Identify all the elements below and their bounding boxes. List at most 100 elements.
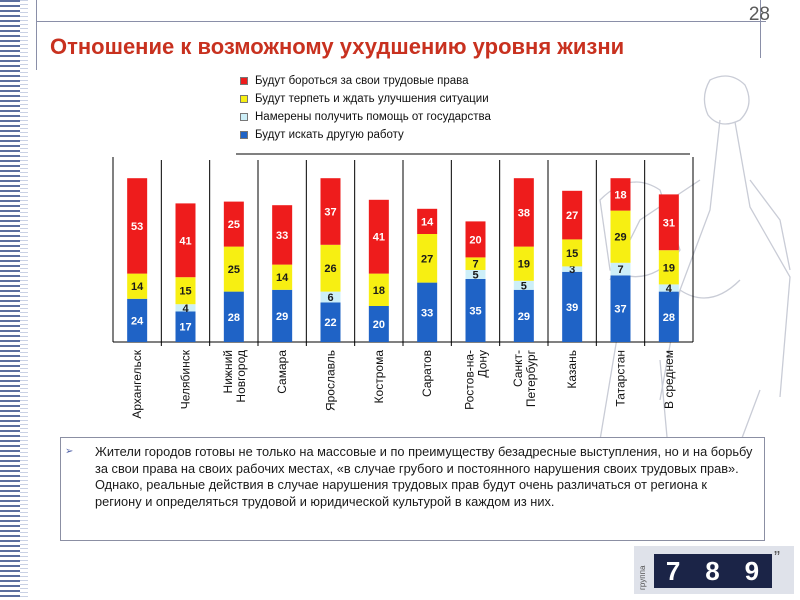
bar-segment	[465, 257, 486, 270]
data-label: 5	[472, 270, 478, 282]
legend-item: Будут терпеть и ждать улучшения ситуации	[240, 90, 491, 108]
bar-segment	[658, 291, 679, 342]
data-label: 14	[131, 281, 144, 293]
category-label: Санкт-Петербург	[511, 349, 538, 407]
category-label-line: Ростов-на-	[463, 350, 477, 410]
data-label: 5	[521, 280, 527, 292]
bar-segment	[562, 271, 583, 342]
data-label: 7	[617, 264, 623, 276]
data-label: 31	[663, 217, 675, 229]
group-789-logo: группа 7 8 9 ”	[634, 546, 794, 594]
category-label: Татарстан	[614, 350, 628, 407]
data-label: 14	[421, 216, 434, 228]
title-divider-horizontal	[36, 21, 766, 22]
legend-label: Будут терпеть и ждать улучшения ситуации	[255, 93, 489, 105]
data-label: 4	[182, 303, 189, 315]
bar-segment	[175, 277, 196, 305]
data-label: 20	[469, 234, 481, 246]
category-label: Челябинск	[179, 349, 193, 409]
bar-segment	[223, 201, 244, 247]
data-label: 20	[373, 319, 385, 331]
legend-swatch	[240, 77, 248, 85]
data-label: 28	[663, 312, 675, 324]
bar-segment	[562, 239, 583, 267]
legend-label: Будут бороться за свои трудовые права	[255, 75, 469, 87]
logo-digit: 9	[744, 555, 761, 586]
data-label: 37	[614, 304, 626, 316]
data-label: 29	[518, 311, 530, 323]
category-label-line: Ярославль	[324, 350, 338, 411]
data-label: 18	[373, 285, 385, 297]
category-label-line: Самара	[275, 350, 289, 394]
category-label: В среднем	[662, 350, 676, 409]
legend-swatch	[240, 131, 248, 139]
logo-digit-box: 7 8 9	[654, 554, 772, 588]
bar-segment	[272, 289, 293, 342]
category-label-line: В среднем	[662, 350, 676, 409]
legend-item: Будут бороться за свои трудовые права	[240, 72, 491, 90]
bar-segment	[658, 284, 679, 292]
bar-segment	[513, 289, 534, 342]
data-label: 17	[179, 322, 191, 334]
data-label: 41	[373, 232, 385, 244]
bar-segment	[562, 190, 583, 240]
data-label: 25	[228, 264, 240, 276]
data-label: 27	[421, 253, 433, 265]
bar-segment	[127, 178, 148, 274]
caption-bullet-icon: ➢	[65, 446, 74, 457]
category-label: Ростов-на-Дону	[463, 350, 490, 410]
data-label: 35	[469, 306, 481, 318]
legend-label: Намерены получить помощь от государства	[255, 111, 491, 123]
category-label: Кострома	[372, 350, 386, 404]
legend-item: Намерены получить помощь от государства	[240, 108, 491, 126]
data-label: 27	[566, 210, 578, 222]
bar-segment	[175, 203, 196, 278]
title-divider-vertical	[36, 0, 37, 70]
data-label: 25	[228, 219, 240, 231]
bar-segment	[417, 208, 438, 234]
bar-segment	[417, 234, 438, 283]
data-label: 29	[276, 311, 288, 323]
bar-segment	[610, 275, 631, 342]
data-label: 19	[518, 259, 530, 271]
bar-segment	[320, 291, 341, 303]
bar-segment	[465, 221, 486, 258]
data-label: 7	[472, 259, 478, 271]
data-label: 6	[327, 292, 333, 304]
category-label: Ярославль	[324, 350, 338, 411]
category-label-line: Петербург	[524, 349, 538, 407]
bar-segment	[465, 279, 486, 342]
bar-segment	[223, 291, 244, 342]
bar-segment	[513, 246, 534, 281]
category-label-line: Казань	[565, 350, 579, 389]
bar-segment	[175, 304, 196, 312]
bar-segment	[368, 273, 389, 306]
logo-digit: 8	[705, 555, 721, 586]
category-label: Самара	[275, 350, 289, 394]
left-decor-stripe-light	[20, 0, 28, 600]
bar-segment	[513, 178, 534, 247]
data-label: 41	[179, 235, 191, 247]
legend-item: Будут искать другую работу	[240, 126, 491, 144]
data-label: 4	[666, 283, 673, 295]
data-label: 15	[566, 248, 578, 260]
data-label: 29	[614, 232, 626, 244]
category-label: Саратов	[420, 350, 434, 397]
category-label: Казань	[565, 350, 579, 389]
data-label: 3	[569, 264, 575, 276]
bar-segment	[272, 264, 293, 290]
page-number: 28	[748, 4, 770, 25]
category-label-line: Новгород	[234, 350, 248, 403]
bar-segment	[127, 298, 148, 342]
bar-segment	[513, 280, 534, 290]
bar-segment	[272, 205, 293, 265]
category-label-line: Дону	[476, 350, 490, 378]
data-label: 33	[421, 307, 433, 319]
data-label: 15	[179, 286, 191, 298]
legend-label: Будут искать другую работу	[255, 129, 404, 141]
legend-swatch	[240, 113, 248, 121]
left-decor-stripe	[0, 0, 20, 600]
category-label-line: Архангельск	[130, 349, 144, 418]
category-label-line: Челябинск	[179, 349, 193, 409]
bar-segment	[368, 199, 389, 274]
